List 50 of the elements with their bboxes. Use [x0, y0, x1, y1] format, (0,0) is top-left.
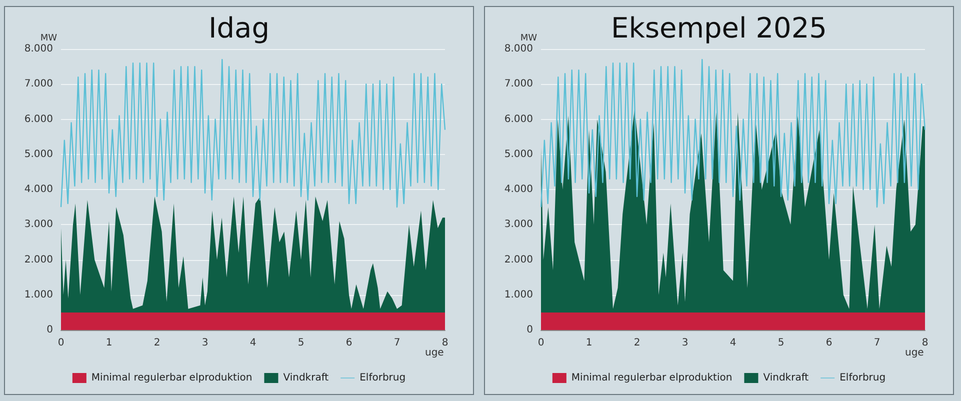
y-tick-label: 5.000 [504, 148, 533, 160]
x-tick-label: 8 [442, 338, 448, 348]
y-tick-label: 1.000 [24, 289, 53, 300]
y-tick-label: 6.000 [504, 114, 533, 125]
x-tick-label: 3 [682, 338, 688, 348]
y-tick-label: 8.000 [24, 44, 53, 54]
y-tick-label: 6.000 [24, 114, 53, 125]
legend-label: Minimal regulerbar elproduktion [571, 372, 732, 384]
x-tick-label: 8 [922, 338, 928, 348]
y-tick-label: 7.000 [504, 78, 533, 90]
x-tick-label: 0 [538, 338, 544, 348]
x-tick-label: 6 [826, 338, 832, 348]
x-tick-label: 2 [634, 338, 640, 348]
x-tick-label: 3 [202, 338, 208, 348]
y-tick-label: 0 [46, 324, 53, 336]
x-tick-label: 6 [346, 338, 352, 348]
line-series [540, 58, 926, 208]
x-tick-label: 4 [250, 338, 256, 348]
x-tick-label: 1 [586, 338, 592, 348]
x-tick-label: 0 [58, 338, 64, 348]
y-tick-label: 0 [526, 324, 533, 336]
chart-title: Eksempel 2025 [611, 12, 827, 44]
legend-label: Elforbrug [360, 372, 406, 384]
x-tick-label: 7 [874, 338, 880, 348]
legend-label: Vindkraft [283, 372, 329, 384]
y-tick-label: 4.000 [504, 184, 533, 195]
y-tick-label: 7.000 [24, 78, 53, 90]
y-tick-label: 3.000 [24, 219, 53, 230]
y-tick-label: 2.000 [504, 254, 533, 266]
line-series [60, 58, 446, 208]
x-tick-label: 5 [778, 338, 784, 348]
x-axis-title: uge [905, 348, 924, 358]
legend-label: Elforbrug [840, 372, 886, 384]
chart-title: Idag [208, 12, 270, 44]
legend-label: Vindkraft [763, 372, 809, 384]
legend-label: Minimal regulerbar elproduktion [91, 372, 252, 384]
x-tick-label: 1 [106, 338, 112, 348]
y-tick-label: 5.000 [24, 148, 53, 160]
y-tick-label: 8.000 [504, 44, 533, 54]
x-tick-label: 4 [730, 338, 736, 348]
y-axis-title: MW [40, 34, 58, 44]
y-axis-title: MW [520, 34, 538, 44]
y-tick-label: 1.000 [504, 289, 533, 300]
x-tick-label: 7 [394, 338, 400, 348]
x-tick-label: 5 [298, 338, 304, 348]
y-tick-label: 4.000 [24, 184, 53, 195]
y-tick-label: 2.000 [24, 254, 53, 266]
y-tick-label: 3.000 [504, 219, 533, 230]
x-tick-label: 2 [154, 338, 160, 348]
x-axis-title: uge [425, 348, 444, 358]
